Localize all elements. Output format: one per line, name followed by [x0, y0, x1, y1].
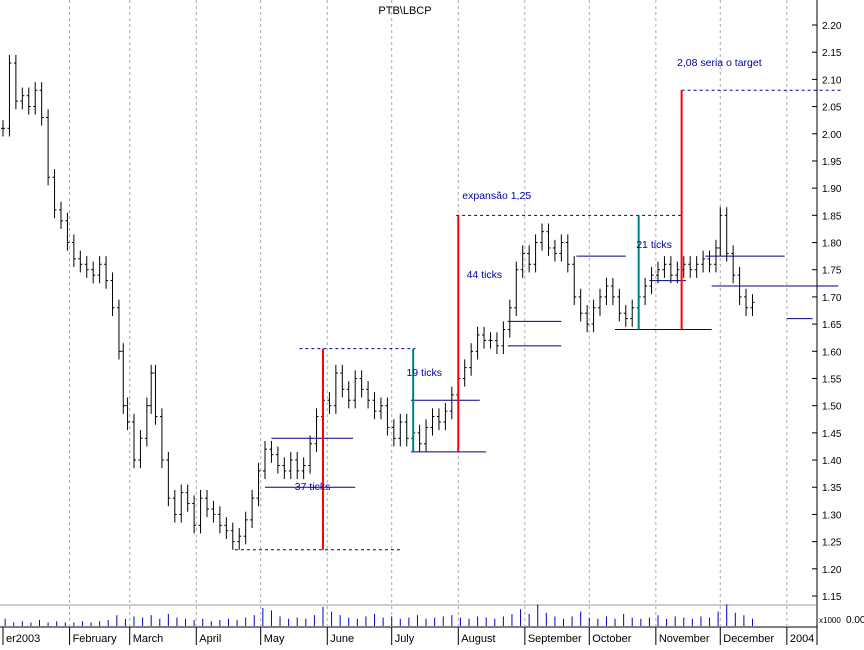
annotation-label: 2,08 seria o target: [677, 57, 762, 69]
y-tick-label: 2.00: [822, 130, 842, 141]
month-label: September: [528, 633, 582, 645]
volume-zero-label: 0.00: [846, 615, 864, 626]
annotation-label: expansão 1,25: [462, 190, 531, 202]
y-tick-label: 1.90: [822, 184, 842, 195]
y-tick-label: 1.55: [822, 374, 842, 385]
volume-axis-label: x1000: [819, 616, 841, 625]
y-tick-label: 1.45: [822, 429, 842, 440]
y-tick-label: 1.70: [822, 293, 842, 304]
grid-layer: [69, 0, 788, 627]
month-label: er2003: [6, 633, 40, 645]
y-tick-label: 2.05: [822, 103, 842, 114]
y-tick-label: 1.20: [822, 565, 842, 576]
y-tick-label: 1.80: [822, 239, 842, 250]
month-label: April: [199, 633, 221, 645]
annotation-label: 21 ticks: [636, 239, 672, 251]
annotation-label: 19 ticks: [406, 367, 442, 379]
y-tick-label: 1.50: [822, 402, 842, 413]
y-tick-label: 1.75: [822, 266, 842, 277]
y-tick-label: 1.35: [822, 483, 842, 494]
price-layer: [1, 54, 755, 550]
y-tick-label: 1.30: [822, 510, 842, 521]
y-tick-label: 1.60: [822, 347, 842, 358]
y-tick-label: 1.95: [822, 157, 842, 168]
annotation-label: 37 ticks: [295, 481, 331, 493]
month-label: June: [330, 633, 354, 645]
month-label: July: [395, 633, 415, 645]
month-label: May: [264, 633, 285, 645]
annotation-label: 44 ticks: [467, 269, 503, 281]
month-label: November: [659, 633, 710, 645]
volume-layer: [4, 604, 753, 626]
chart-title: PTB\LBCP: [378, 5, 431, 17]
month-label: October: [592, 633, 631, 645]
y-tick-label: 1.85: [822, 211, 842, 222]
y-tick-label: 2.10: [822, 75, 842, 86]
month-label: December: [723, 633, 774, 645]
month-label: 2004: [790, 633, 814, 645]
y-tick-label: 1.40: [822, 456, 842, 467]
month-label: February: [73, 633, 118, 645]
y-tick-label: 1.65: [822, 320, 842, 331]
month-label: March: [133, 633, 164, 645]
annotation-layer: 37 ticks 19 ticks 44 ticks expansão 1,25 21 …: [234, 57, 841, 551]
y-tick-label: 2.20: [822, 21, 842, 32]
y-tick-label: 2.15: [822, 48, 842, 59]
y-tick-label: 1.25: [822, 538, 842, 549]
axis-layer: 1.15 1.20 1.25 1.30 1.35 1.40 1.45 1.50 1.55 1.60…: [2, 21, 864, 645]
month-label: August: [461, 633, 495, 645]
y-tick-label: 1.15: [822, 592, 842, 603]
